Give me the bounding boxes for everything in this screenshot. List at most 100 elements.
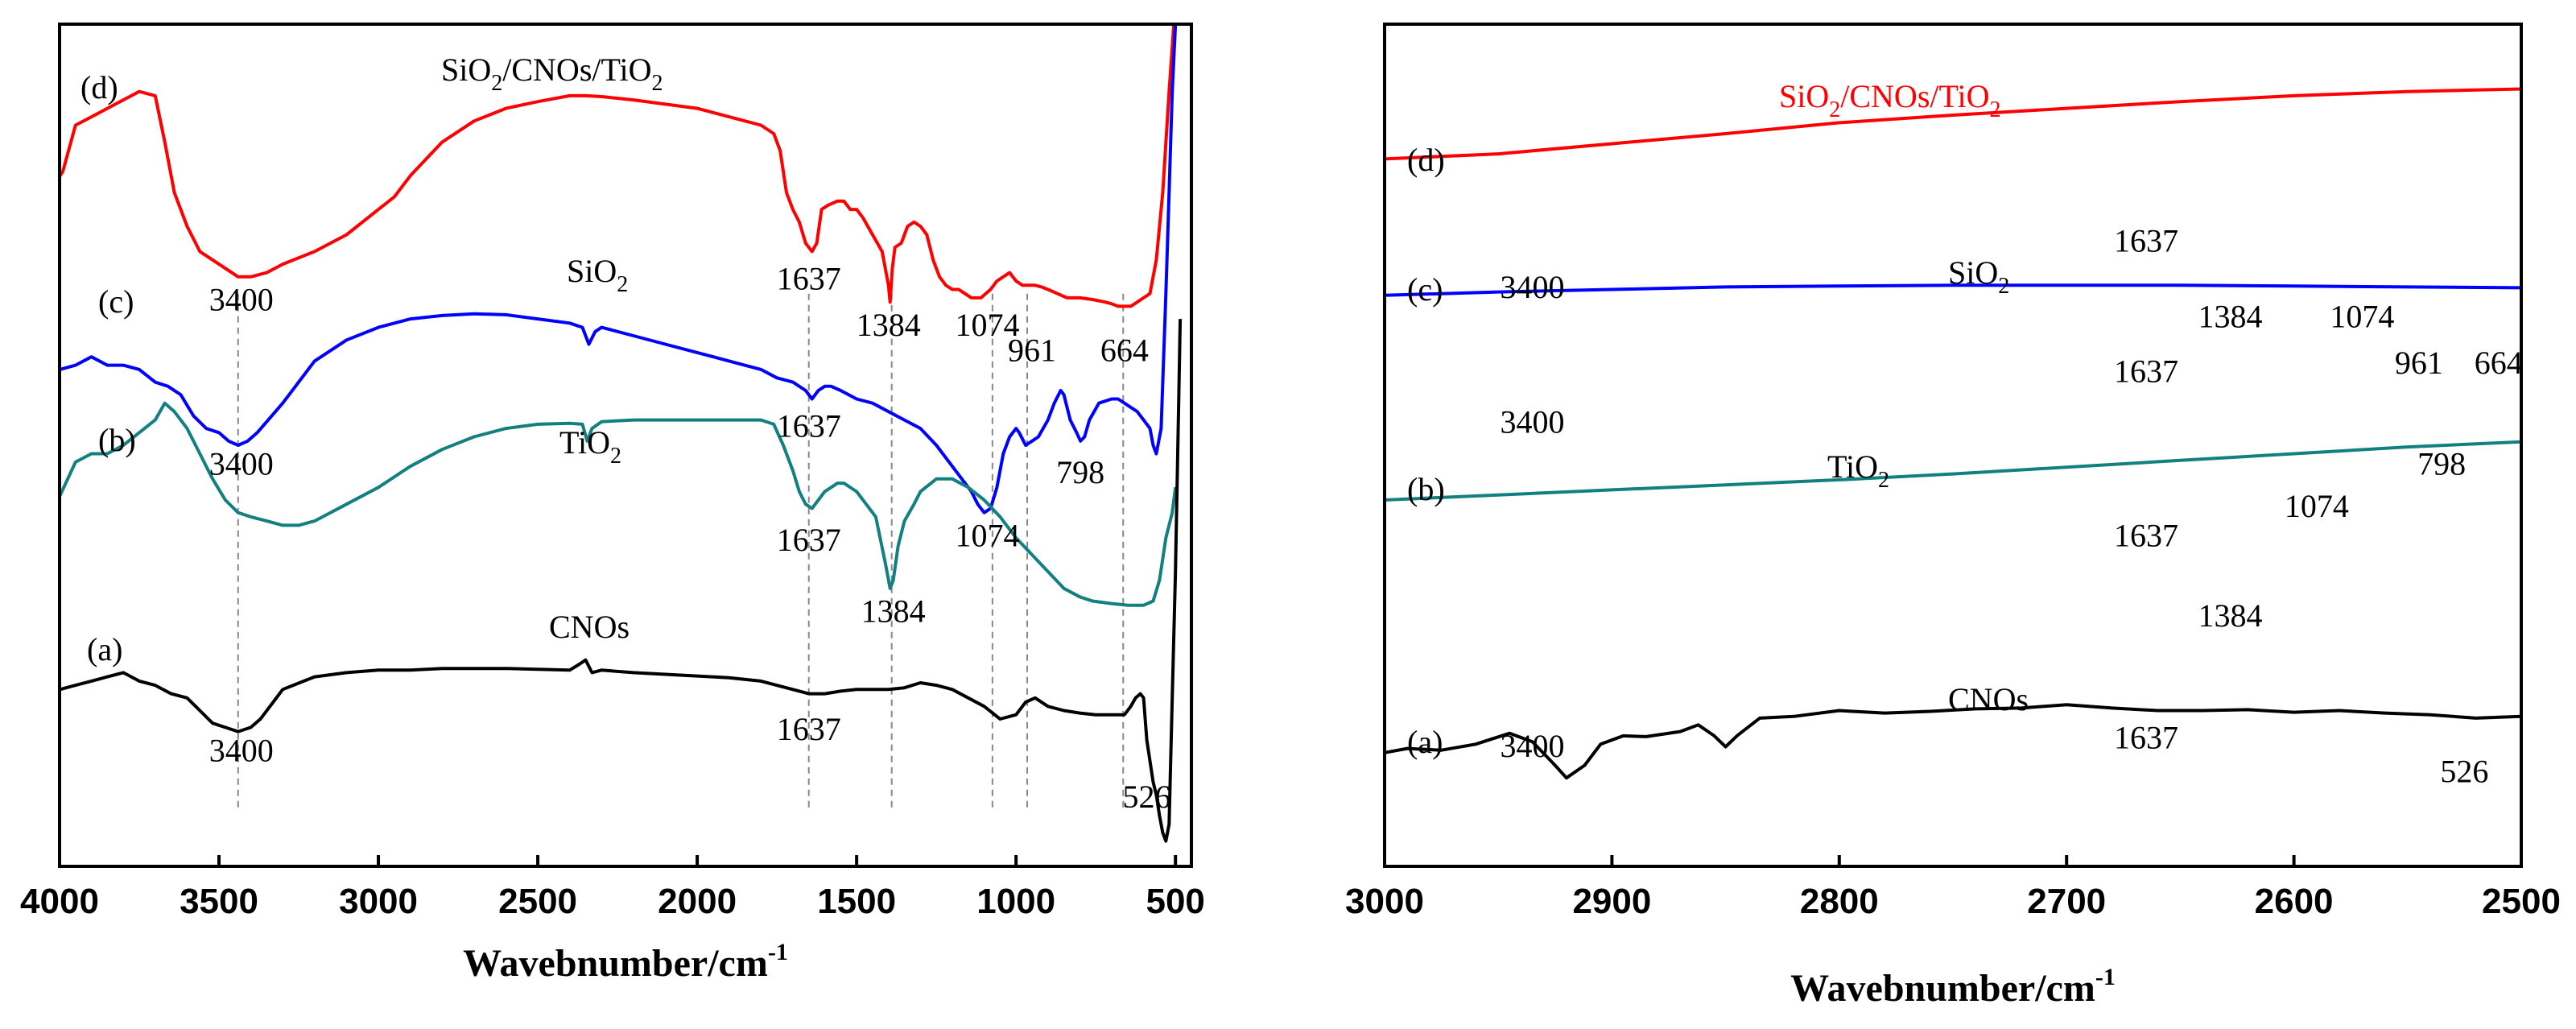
peak-label-798: 798 bbox=[2417, 446, 2466, 482]
left-plot-frame bbox=[58, 23, 1193, 868]
peak-label-3400: 3400 bbox=[1501, 728, 1565, 764]
peak-label-526: 526 bbox=[2440, 753, 2488, 789]
right-x-axis-label-text: Wavebnumber/cm bbox=[1790, 967, 2095, 1010]
left-title-b-sub1: 2 bbox=[610, 444, 621, 469]
right-title-d-sub1: 2 bbox=[1829, 97, 1840, 122]
left-x-axis-label-exp: -1 bbox=[768, 939, 788, 965]
x-tick-label: 1000 bbox=[976, 882, 1055, 921]
left-title-a: CNOs bbox=[549, 609, 630, 645]
right-title-c-part1: SiO bbox=[1948, 254, 1998, 291]
peak-label-1637: 1637 bbox=[777, 711, 841, 747]
left-x-axis-label: Wavebnumber/cm-1 bbox=[463, 939, 788, 985]
peak-label-664: 664 bbox=[2475, 345, 2523, 381]
x-tick-label: 2900 bbox=[1572, 882, 1651, 921]
x-tick-label: 1500 bbox=[817, 882, 896, 921]
left-title-d: SiO2/CNOs/TiO2 bbox=[441, 52, 663, 96]
peak-label-664: 664 bbox=[1100, 332, 1149, 368]
left-title-c: SiO2 bbox=[567, 253, 628, 297]
peak-label-526: 526 bbox=[1123, 779, 1171, 815]
x-tick-label: 3000 bbox=[1345, 882, 1424, 921]
peak-label-1384: 1384 bbox=[857, 307, 921, 343]
peak-label-1637: 1637 bbox=[2114, 720, 2178, 756]
right-annotations: 3400 3400 3400 1637 1637 1637 1637 1384 1384 1074… bbox=[1501, 222, 2523, 789]
left-annotations: 3400 3400 3400 1637 1637 1637 1637 1384 1384 1074… bbox=[209, 260, 1171, 814]
series-line-0 bbox=[1384, 87, 2522, 161]
left-title-d-sub2: 2 bbox=[652, 71, 663, 96]
right-label-a: (a) bbox=[1407, 724, 1443, 760]
peak-label-1384: 1384 bbox=[2198, 597, 2263, 634]
x-tick-label: 500 bbox=[1146, 882, 1204, 921]
right-x-ticks: 3000 2900 2800 2700 2600 2500 bbox=[1345, 855, 2561, 921]
peak-label-1384: 1384 bbox=[861, 593, 926, 630]
series-line-2 bbox=[58, 401, 1178, 607]
right-plot-frame bbox=[1383, 23, 2523, 868]
peak-label-961: 961 bbox=[2395, 345, 2443, 381]
series-line-3 bbox=[59, 319, 1183, 843]
peak-label-3400: 3400 bbox=[209, 446, 274, 482]
left-label-b: (b) bbox=[98, 422, 136, 458]
left-panel: 4000 3500 3000 2500 2000 1500 1000 500 34003400… bbox=[20, 23, 1205, 985]
peak-label-3400: 3400 bbox=[1501, 269, 1565, 305]
peak-label-1384: 1384 bbox=[2198, 299, 2263, 335]
right-title-d-part2: /CNOs/TiO bbox=[1840, 78, 1989, 114]
right-title-b: TiO2 bbox=[1827, 448, 1889, 493]
right-title-d-sub2: 2 bbox=[1990, 97, 2001, 122]
series-line-3 bbox=[1384, 703, 2522, 780]
x-tick-label: 2500 bbox=[498, 882, 577, 921]
right-label-c: (c) bbox=[1407, 271, 1443, 308]
left-title-d-part1: SiO bbox=[441, 52, 491, 88]
x-tick-label: 2800 bbox=[1800, 882, 1879, 921]
right-title-d-part1: SiO bbox=[1779, 78, 1829, 114]
right-title-c-sub1: 2 bbox=[1998, 274, 2009, 299]
peak-label-1074: 1074 bbox=[2330, 299, 2394, 335]
peak-label-3400: 3400 bbox=[209, 282, 274, 318]
x-tick-label: 2000 bbox=[658, 882, 737, 921]
x-tick-label: 3500 bbox=[180, 882, 258, 921]
x-tick-label: 3000 bbox=[339, 882, 418, 921]
x-tick-label: 2500 bbox=[2482, 882, 2561, 921]
right-curves bbox=[1384, 87, 2522, 780]
peak-label-1637: 1637 bbox=[777, 522, 841, 558]
x-tick-label: 4000 bbox=[20, 882, 99, 921]
left-title-d-part2: /CNOs/TiO bbox=[502, 52, 651, 88]
left-title-c-part1: SiO bbox=[567, 253, 617, 289]
right-title-c: SiO2 bbox=[1948, 254, 2009, 299]
right-title-a: CNOs bbox=[1948, 681, 2029, 717]
peak-label-1637: 1637 bbox=[2114, 353, 2178, 390]
peak-label-1074: 1074 bbox=[2285, 488, 2349, 524]
right-x-axis-label-exp: -1 bbox=[2095, 964, 2116, 990]
left-title-b: TiO2 bbox=[559, 424, 621, 469]
x-tick-label: 2700 bbox=[2027, 882, 2106, 921]
peak-label-961: 961 bbox=[1008, 332, 1056, 368]
series-line-0 bbox=[58, 23, 1176, 308]
right-panel: 3000 2900 2800 2700 2600 2500 3400 3400 3400 163… bbox=[1345, 23, 2561, 1010]
left-label-a: (a) bbox=[87, 631, 122, 667]
peak-label-1637: 1637 bbox=[777, 260, 841, 296]
right-x-axis-label: Wavebnumber/cm-1 bbox=[1790, 964, 2116, 1010]
right-label-b: (b) bbox=[1407, 471, 1445, 507]
right-title-d: SiO2/CNOs/TiO2 bbox=[1779, 78, 2001, 122]
left-curves bbox=[58, 23, 1183, 843]
x-tick-label: 2600 bbox=[2255, 882, 2334, 921]
left-label-c: (c) bbox=[98, 283, 134, 320]
left-title-d-sub1: 2 bbox=[491, 71, 502, 96]
right-title-b-part1: TiO bbox=[1827, 448, 1878, 485]
peak-label-1637: 1637 bbox=[777, 408, 841, 444]
peak-label-1637: 1637 bbox=[2114, 222, 2178, 258]
left-label-d: (d) bbox=[80, 69, 118, 105]
peak-label-1637: 1637 bbox=[2114, 518, 2178, 554]
peak-label-798: 798 bbox=[1056, 454, 1104, 490]
left-title-b-part1: TiO bbox=[559, 424, 610, 461]
series-line-1 bbox=[59, 23, 1178, 514]
peak-label-3400: 3400 bbox=[1501, 403, 1565, 440]
left-x-ticks: 4000 3500 3000 2500 2000 1500 1000 500 bbox=[20, 855, 1205, 921]
right-title-b-sub1: 2 bbox=[1878, 468, 1889, 493]
series-line-2 bbox=[1384, 440, 2522, 502]
peak-label-1074: 1074 bbox=[956, 518, 1020, 554]
left-x-axis-label-text: Wavebnumber/cm bbox=[463, 942, 768, 985]
peak-label-3400: 3400 bbox=[209, 732, 274, 768]
peak-label-1074: 1074 bbox=[956, 307, 1020, 343]
series-line-1 bbox=[1384, 283, 2522, 297]
